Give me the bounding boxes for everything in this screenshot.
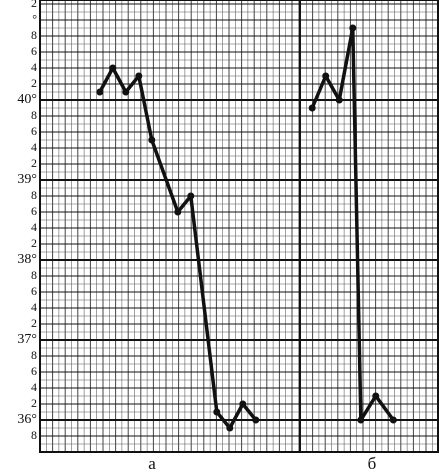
point <box>109 64 117 72</box>
panel-label: б <box>368 454 377 473</box>
y-tick-label: 2 <box>31 0 37 10</box>
point <box>96 88 104 96</box>
y-tick-label: 8 <box>31 268 37 282</box>
point <box>308 104 316 112</box>
point <box>213 408 221 416</box>
y-tick-label: 36° <box>17 412 37 427</box>
point <box>357 416 365 424</box>
point <box>135 72 143 80</box>
point <box>252 416 260 424</box>
y-tick-label: 2 <box>31 236 37 250</box>
y-tick-label: 40° <box>17 92 37 107</box>
point <box>349 24 357 32</box>
y-tick-label: 4 <box>31 140 37 154</box>
point <box>322 72 330 80</box>
y-tick-label: 4 <box>31 220 37 234</box>
y-tick-label: 8 <box>31 188 37 202</box>
point <box>187 192 195 200</box>
y-tick-label: 6 <box>31 124 37 138</box>
y-tick-label: 4 <box>31 60 37 74</box>
point <box>335 96 343 104</box>
y-tick-label: 2 <box>31 156 37 170</box>
y-tick-label: 39° <box>17 172 37 187</box>
point <box>372 392 380 400</box>
y-tick-label: 37° <box>17 332 37 347</box>
y-tick-label: 8 <box>31 428 37 442</box>
panel-frame <box>299 0 439 453</box>
y-tick-label: 2 <box>31 396 37 410</box>
y-tick-label: 38° <box>17 252 37 267</box>
y-tick-label: 6 <box>31 284 37 298</box>
point <box>226 424 234 432</box>
line <box>98 66 258 430</box>
point <box>174 208 182 216</box>
point <box>122 88 130 96</box>
line <box>310 26 395 422</box>
point <box>148 136 156 144</box>
y-tick-label: 4 <box>31 380 37 394</box>
panel-label: а <box>148 454 156 473</box>
y-tick-label: 4 <box>31 300 37 314</box>
y-tick-label: 6 <box>31 364 37 378</box>
y-tick-label: 2 <box>31 76 37 90</box>
y-tick-label: 6 <box>31 204 37 218</box>
y-tick-label: 8 <box>31 348 37 362</box>
y-tick-label: 2 <box>31 316 37 330</box>
y-tick-label: 8 <box>31 108 37 122</box>
y-tick-label: 8 <box>31 28 37 42</box>
point <box>389 416 397 424</box>
point <box>239 400 247 408</box>
y-tick-label: ° <box>32 12 37 26</box>
y-tick-label: 6 <box>31 44 37 58</box>
